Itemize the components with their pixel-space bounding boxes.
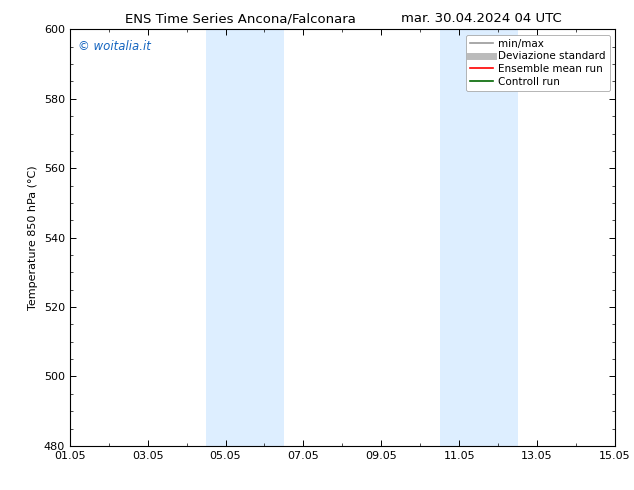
Text: mar. 30.04.2024 04 UTC: mar. 30.04.2024 04 UTC <box>401 12 562 25</box>
Y-axis label: Temperature 850 hPa (°C): Temperature 850 hPa (°C) <box>28 165 38 310</box>
Bar <box>440 29 517 446</box>
Bar <box>206 29 284 446</box>
Legend: min/max, Deviazione standard, Ensemble mean run, Controll run: min/max, Deviazione standard, Ensemble m… <box>466 35 610 91</box>
Text: © woitalia.it: © woitalia.it <box>78 40 151 53</box>
Text: ENS Time Series Ancona/Falconara: ENS Time Series Ancona/Falconara <box>126 12 356 25</box>
